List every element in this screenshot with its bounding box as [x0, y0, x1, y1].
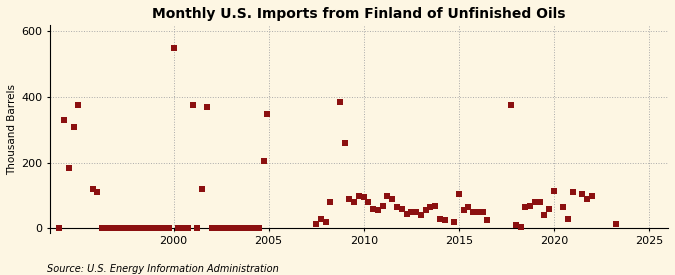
- Point: [472, 210, 483, 214]
- Point: [168, 46, 179, 50]
- Point: [163, 226, 174, 231]
- Point: [135, 226, 146, 231]
- Point: [568, 190, 578, 195]
- Point: [396, 207, 407, 211]
- Point: [406, 210, 416, 214]
- Point: [244, 226, 255, 231]
- Point: [439, 218, 450, 222]
- Point: [539, 213, 550, 218]
- Point: [54, 226, 65, 231]
- Point: [582, 197, 593, 201]
- Point: [420, 208, 431, 213]
- Point: [415, 213, 426, 218]
- Point: [97, 226, 107, 231]
- Point: [463, 205, 474, 209]
- Point: [130, 226, 141, 231]
- Point: [206, 226, 217, 231]
- Point: [225, 226, 236, 231]
- Point: [430, 203, 441, 208]
- Point: [425, 205, 435, 209]
- Point: [610, 221, 621, 226]
- Point: [261, 111, 272, 116]
- Point: [144, 226, 155, 231]
- Point: [235, 226, 246, 231]
- Point: [196, 187, 207, 191]
- Text: Source: U.S. Energy Information Administration: Source: U.S. Energy Information Administ…: [47, 264, 279, 274]
- Point: [68, 125, 79, 129]
- Point: [259, 159, 269, 163]
- Point: [249, 226, 260, 231]
- Point: [216, 226, 227, 231]
- Point: [154, 226, 165, 231]
- Point: [59, 118, 70, 122]
- Point: [320, 220, 331, 224]
- Point: [63, 166, 74, 170]
- Point: [401, 211, 412, 216]
- Point: [73, 103, 84, 108]
- Point: [121, 226, 132, 231]
- Point: [335, 100, 346, 104]
- Point: [178, 226, 188, 231]
- Point: [535, 200, 545, 204]
- Point: [363, 200, 374, 204]
- Point: [435, 216, 446, 221]
- Point: [587, 193, 597, 198]
- Point: [506, 103, 516, 108]
- Point: [140, 226, 151, 231]
- Point: [87, 187, 98, 191]
- Point: [173, 226, 184, 231]
- Point: [373, 208, 383, 213]
- Point: [182, 226, 193, 231]
- Point: [458, 208, 469, 213]
- Point: [149, 226, 160, 231]
- Point: [563, 216, 574, 221]
- Point: [349, 200, 360, 204]
- Point: [477, 210, 488, 214]
- Point: [549, 189, 560, 193]
- Point: [454, 192, 464, 196]
- Point: [449, 220, 460, 224]
- Title: Monthly U.S. Imports from Finland of Unfinished Oils: Monthly U.S. Imports from Finland of Unf…: [153, 7, 566, 21]
- Point: [201, 105, 212, 109]
- Point: [520, 205, 531, 209]
- Point: [187, 103, 198, 108]
- Point: [529, 200, 540, 204]
- Point: [482, 218, 493, 222]
- Point: [211, 226, 221, 231]
- Point: [126, 226, 136, 231]
- Point: [221, 226, 232, 231]
- Point: [159, 226, 169, 231]
- Point: [558, 205, 569, 209]
- Y-axis label: Thousand Barrels: Thousand Barrels: [7, 84, 17, 175]
- Point: [577, 192, 588, 196]
- Point: [92, 190, 103, 195]
- Point: [387, 197, 398, 201]
- Point: [340, 141, 350, 145]
- Point: [510, 223, 521, 227]
- Point: [325, 200, 336, 204]
- Point: [524, 203, 535, 208]
- Point: [392, 205, 402, 209]
- Point: [377, 203, 388, 208]
- Point: [382, 193, 393, 198]
- Point: [315, 216, 326, 221]
- Point: [410, 210, 421, 214]
- Point: [116, 226, 127, 231]
- Point: [230, 226, 241, 231]
- Point: [344, 197, 355, 201]
- Point: [368, 207, 379, 211]
- Point: [544, 207, 555, 211]
- Point: [358, 195, 369, 199]
- Point: [240, 226, 250, 231]
- Point: [468, 210, 479, 214]
- Point: [354, 193, 364, 198]
- Point: [106, 226, 117, 231]
- Point: [515, 225, 526, 229]
- Point: [192, 226, 202, 231]
- Point: [101, 226, 112, 231]
- Point: [254, 226, 265, 231]
- Point: [310, 221, 321, 226]
- Point: [111, 226, 122, 231]
